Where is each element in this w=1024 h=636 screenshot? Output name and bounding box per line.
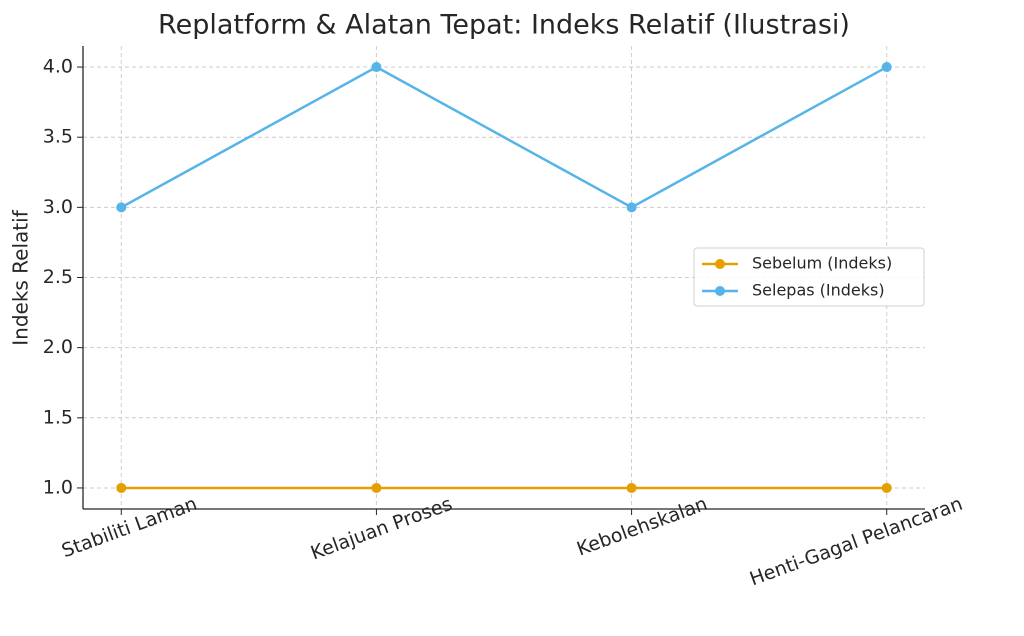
- legend-marker: [715, 286, 725, 296]
- point: [626, 202, 637, 213]
- series-line: [120, 65, 888, 209]
- y-tick-label: 3.5: [43, 126, 73, 148]
- y-axis-label: Indeks Relatif: [9, 209, 33, 345]
- y-tick-label: 1.5: [43, 406, 73, 428]
- legend-box: [693, 247, 925, 307]
- legend-label: Selepas (Indeks): [752, 281, 885, 300]
- x-tick-label: Kelajuan Proses: [308, 493, 455, 565]
- legend-marker: [715, 259, 725, 269]
- point: [626, 482, 637, 493]
- point: [881, 482, 892, 493]
- x-tick-label: Henti-Gagal Pelancaran: [747, 493, 966, 591]
- legend-label: Sebelum (Indeks): [752, 254, 892, 273]
- y-tick-label: 3.0: [43, 196, 73, 218]
- y-tick-label: 4.0: [43, 56, 73, 78]
- x-tick-label: Stabiliti Laman: [59, 493, 200, 562]
- point: [371, 62, 382, 73]
- point: [116, 202, 127, 213]
- point: [116, 482, 127, 493]
- chart-title: Replatform & Alatan Tepat: Indeks Relati…: [158, 10, 850, 41]
- y-tick-label: 2.0: [43, 336, 73, 358]
- y-tick-label: 1.0: [43, 476, 73, 498]
- point: [371, 482, 382, 493]
- point: [881, 62, 892, 73]
- x-tick-label: Kebolehskalan: [574, 493, 710, 561]
- y-tick-label: 2.5: [43, 266, 73, 288]
